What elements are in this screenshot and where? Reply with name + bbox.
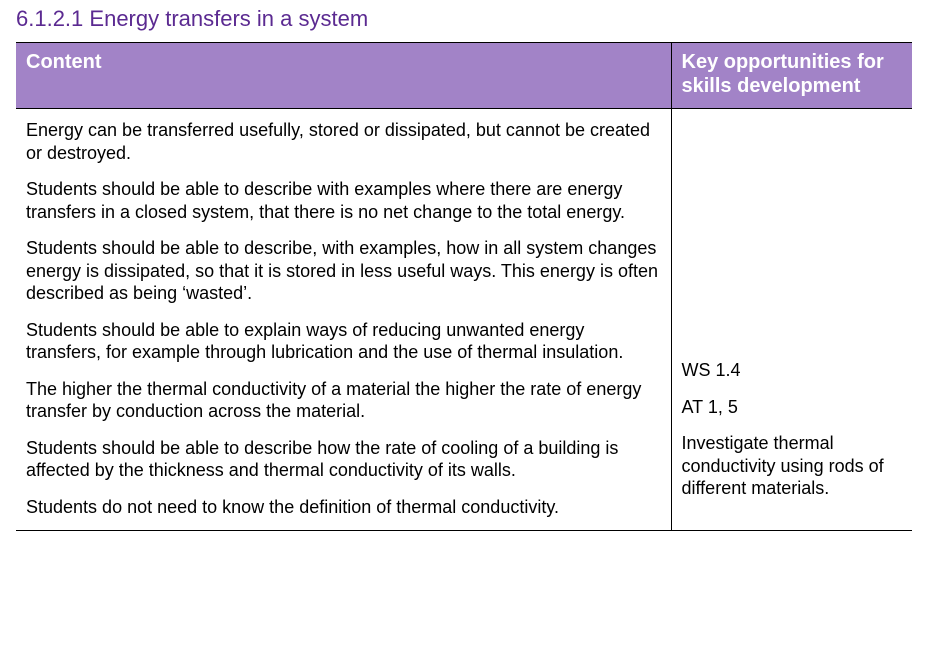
content-para: Students should be able to describe how …: [26, 437, 661, 482]
section-title: 6.1.2.1 Energy transfers in a system: [16, 6, 912, 32]
table-header-row: Content Key opportunities for skills dev…: [16, 43, 912, 109]
content-para: The higher the thermal conductivity of a…: [26, 378, 661, 423]
content-para: Students do not need to know the definit…: [26, 496, 661, 519]
skills-para: WS 1.4: [682, 359, 903, 382]
section-number: 6.1.2.1: [16, 6, 83, 31]
spec-table: Content Key opportunities for skills dev…: [16, 42, 912, 531]
page: 6.1.2.1 Energy transfers in a system Con…: [0, 0, 928, 547]
skills-para: AT 1, 5: [682, 396, 903, 419]
content-para: Students should be able to explain ways …: [26, 319, 661, 364]
skills-para: Investigate thermal conductivity using r…: [682, 432, 903, 500]
col-header-content: Content: [16, 43, 671, 109]
content-cell: Energy can be transferred usefully, stor…: [16, 109, 671, 531]
table-row: Energy can be transferred usefully, stor…: [16, 109, 912, 531]
content-para: Students should be able to describe with…: [26, 178, 661, 223]
skills-cell: WS 1.4 AT 1, 5 Investigate thermal condu…: [671, 109, 912, 531]
content-para: Students should be able to describe, wit…: [26, 237, 661, 305]
col-header-skills: Key opportunities for skills development: [671, 43, 912, 109]
section-title-text: Energy transfers in a system: [89, 6, 368, 31]
content-para: Energy can be transferred usefully, stor…: [26, 119, 661, 164]
